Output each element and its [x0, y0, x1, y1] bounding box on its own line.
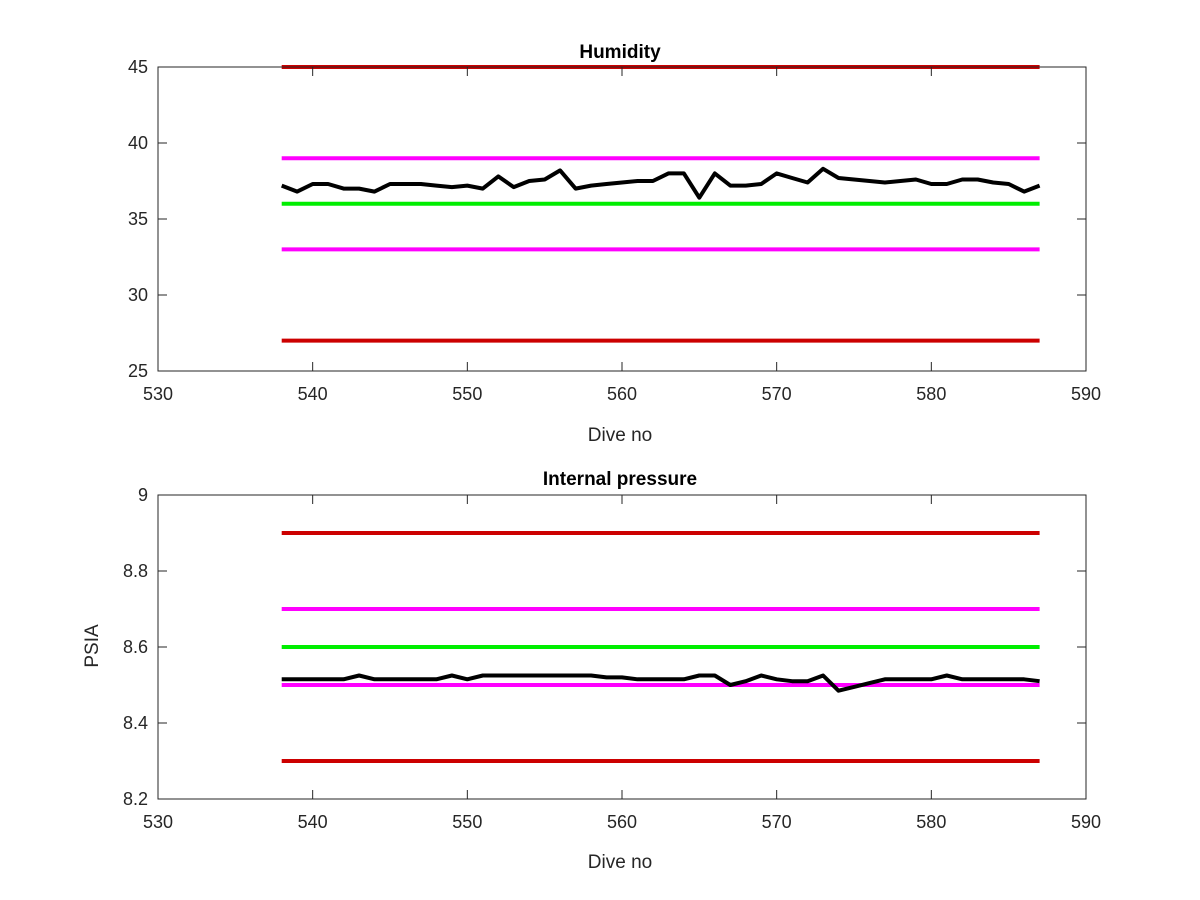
humidity-ytick-label: 40	[128, 133, 148, 153]
pressure-xtick-label: 570	[762, 812, 792, 832]
pressure-measured-line	[281, 673, 1040, 693]
pressure-xtick-label: 590	[1071, 812, 1101, 832]
humidity-xtick-label: 580	[916, 384, 946, 404]
pressure-title: Internal pressure	[543, 469, 697, 490]
pressure-xtick-label: 560	[607, 812, 637, 832]
pressure-xlabel: Dive no	[588, 852, 652, 873]
humidity-xlabel: Dive no	[588, 425, 652, 446]
humidity-measured-line	[280, 166, 1041, 200]
pressure-ytick-label: 9	[138, 485, 148, 505]
humidity-ytick-label: 35	[128, 209, 148, 229]
pressure-series-group	[281, 531, 1040, 763]
pressure-ytick-label: 8.6	[123, 637, 148, 657]
pressure-ytick-label: 8.8	[123, 561, 148, 581]
humidity-xtick-label: 540	[298, 384, 328, 404]
pressure-ytick-label: 8.4	[123, 713, 148, 733]
humidity-xtick-label: 550	[452, 384, 482, 404]
humidity-xtick-label: 570	[762, 384, 792, 404]
pressure-ylabel: PSIA	[82, 624, 103, 668]
humidity-ytick-label: 25	[128, 361, 148, 381]
humidity-ytick-label: 45	[128, 57, 148, 77]
internal-pressure-panel: Internal pressure Dive no PSIA 530 540 550…	[82, 469, 1101, 873]
humidity-xtick-label: 590	[1071, 384, 1101, 404]
pressure-xtick-label: 580	[916, 812, 946, 832]
pressure-ytick-label: 8.2	[123, 789, 148, 809]
pressure-xtick-label: 540	[298, 812, 328, 832]
humidity-title: Humidity	[579, 42, 661, 63]
pressure-xtick-label: 550	[452, 812, 482, 832]
pressure-xtick-label: 530	[143, 812, 173, 832]
humidity-xtick-label: 560	[607, 384, 637, 404]
humidity-panel: Humidity Dive no 530 540 550 560 570 580 590 25…	[128, 42, 1101, 446]
humidity-ytick-label: 30	[128, 285, 148, 305]
humidity-xtick-label: 530	[143, 384, 173, 404]
